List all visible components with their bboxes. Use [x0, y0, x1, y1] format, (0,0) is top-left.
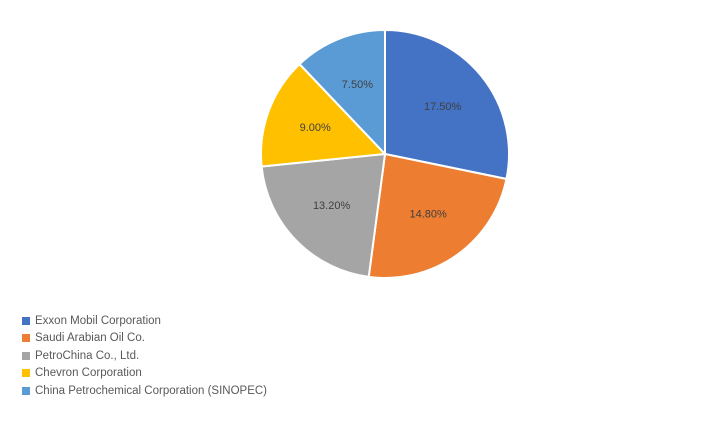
legend-swatch [22, 316, 30, 325]
legend-item-saudi: Saudi Arabian Oil Co. [22, 330, 267, 348]
pie-chart: 17.50% 14.80% 13.20% 9.00% 7.50% [260, 28, 510, 279]
legend-swatch [22, 351, 30, 360]
legend-label: Saudi Arabian Oil Co. [35, 332, 145, 345]
slice-saudi [367, 152, 508, 279]
slice-chevron [260, 62, 388, 168]
legend-label: Chevron Corporation [35, 367, 142, 380]
legend-swatch [22, 386, 30, 395]
legend-item-sinopec: China Petrochemical Corporation (SINOPEC… [22, 382, 267, 400]
legend-item-chevron: Chevron Corporation [22, 365, 267, 383]
legend: Exxon Mobil Corporation Saudi Arabian Oi… [22, 312, 267, 400]
slice-sinopec [298, 28, 386, 157]
legend-item-petrochina: PetroChina Co., Ltd. [22, 347, 267, 365]
data-label: 17.50% [424, 101, 462, 113]
data-label: 14.80% [409, 209, 447, 221]
slice-petrochina [260, 152, 387, 279]
legend-label: PetroChina Co., Ltd. [35, 349, 140, 362]
data-label: 13.20% [313, 200, 351, 212]
data-label: 9.00% [300, 122, 331, 134]
data-label: 7.50% [342, 79, 373, 91]
legend-label: Exxon Mobil Corporation [35, 314, 161, 327]
legend-label: China Petrochemical Corporation (SINOPEC… [35, 384, 268, 397]
legend-swatch [22, 334, 30, 343]
legend-item-exxon: Exxon Mobil Corporation [22, 312, 267, 330]
legend-swatch [22, 369, 30, 378]
pie-data-labels: 17.50% 14.80% 13.20% 9.00% 7.50% [300, 79, 462, 221]
slice-exxon [384, 28, 510, 181]
pie-slices [260, 28, 510, 279]
